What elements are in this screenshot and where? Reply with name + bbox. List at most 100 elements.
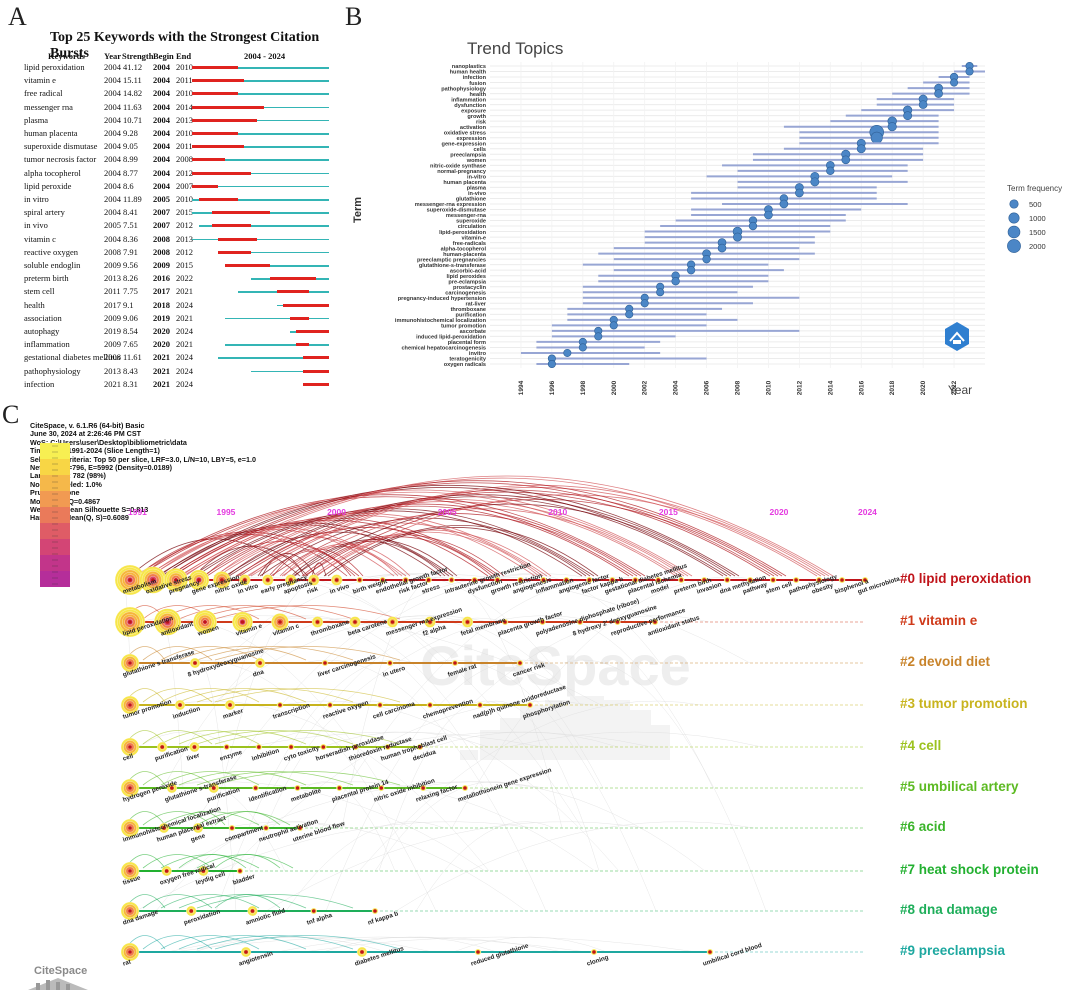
keyword-cell: reactive oxygen bbox=[24, 246, 79, 257]
citespace-logo: CiteSpace bbox=[28, 965, 88, 990]
info-line: Weighted Mean Silhouette S=0.813 bbox=[30, 505, 149, 515]
node-core bbox=[197, 578, 201, 582]
watermark-bar bbox=[460, 750, 478, 760]
node-core bbox=[518, 578, 523, 582]
year-label: 2005 bbox=[437, 507, 457, 517]
term-median-point bbox=[795, 188, 804, 198]
burst-row: lipid peroxidation 2004 41.12 2004 2010 bbox=[24, 59, 344, 76]
strength-cell: 9.56 bbox=[123, 260, 138, 270]
node-core bbox=[128, 786, 132, 790]
term-median-point bbox=[918, 100, 928, 109]
timeline-base bbox=[218, 251, 329, 254]
node-core bbox=[160, 745, 165, 749]
colorbar-segment bbox=[40, 555, 70, 571]
node-core bbox=[128, 578, 132, 582]
node-core bbox=[289, 745, 293, 749]
node-core bbox=[449, 578, 454, 582]
x-tick-label: 1998 bbox=[580, 380, 587, 395]
x-tick-label: 2018 bbox=[889, 380, 896, 395]
burst-bar bbox=[218, 237, 258, 241]
node-core bbox=[315, 620, 320, 624]
node-core bbox=[428, 703, 432, 707]
cluster-arc bbox=[214, 730, 401, 745]
faint-link bbox=[431, 731, 619, 748]
cluster-arc bbox=[196, 771, 354, 786]
term-median-point bbox=[671, 277, 680, 286]
node-core bbox=[189, 909, 194, 913]
faint-link bbox=[470, 615, 710, 706]
node-core bbox=[193, 661, 197, 665]
timeline-base bbox=[192, 146, 329, 148]
node-core bbox=[178, 703, 182, 707]
term-label: women bbox=[466, 158, 487, 164]
node-core bbox=[380, 578, 385, 582]
colorbar-segment bbox=[40, 571, 70, 587]
year-cell: 2021 bbox=[104, 378, 121, 389]
node-core bbox=[128, 703, 132, 707]
citation-arc bbox=[136, 531, 360, 577]
node-core bbox=[151, 578, 155, 582]
node-core bbox=[162, 826, 166, 830]
x-tick-label: 2016 bbox=[858, 380, 865, 395]
year-cell: 2013 bbox=[104, 273, 121, 284]
burst-rows: lipid peroxidation 2004 41.12 2004 2010 vitam… bbox=[24, 59, 344, 399]
end-cell: 2021 bbox=[176, 286, 193, 297]
node-core bbox=[337, 786, 342, 790]
burst-row: autophagy 2019 8.54 2020 2024 bbox=[24, 323, 344, 340]
year-label: 2020 bbox=[769, 507, 789, 517]
node-core bbox=[128, 950, 132, 954]
term-label: preeclamptic pregnancies bbox=[417, 257, 486, 263]
year-cell: 2017 bbox=[104, 299, 121, 310]
strength-cell: 11.89 bbox=[123, 194, 142, 204]
watermark-bar bbox=[480, 730, 502, 760]
cluster-arc bbox=[214, 935, 401, 950]
term-label: in-vivo bbox=[468, 191, 487, 197]
burst-bar bbox=[296, 330, 329, 333]
cluster-arc bbox=[160, 646, 260, 661]
x-tick-label: 1994 bbox=[518, 380, 525, 395]
faint-link bbox=[173, 659, 437, 912]
strength-cell: 10.71 bbox=[123, 114, 143, 125]
cluster-arc bbox=[178, 811, 226, 826]
burst-bar bbox=[192, 105, 264, 109]
year-colorbar bbox=[40, 443, 70, 587]
legend-circle bbox=[1007, 239, 1021, 253]
citation-arc bbox=[202, 503, 642, 577]
node-core bbox=[128, 620, 132, 624]
burst-row: health 2017 9.1 2018 2024 bbox=[24, 297, 344, 314]
strength-cell: 41.12 bbox=[123, 62, 143, 72]
node-core bbox=[615, 620, 620, 624]
faint-link bbox=[433, 659, 657, 912]
cluster-arc bbox=[160, 935, 260, 950]
node-core bbox=[453, 661, 457, 665]
year-label: 1991 bbox=[128, 507, 147, 517]
begin-cell: 2004 bbox=[153, 101, 170, 112]
burst-bar bbox=[302, 369, 329, 373]
faint-link bbox=[215, 659, 415, 912]
faint-link bbox=[339, 573, 751, 664]
begin-cell: 2021 bbox=[153, 378, 170, 389]
node-core bbox=[323, 661, 327, 665]
end-cell: 2024 bbox=[176, 365, 193, 376]
year-cell: 2004 bbox=[104, 62, 121, 72]
node-core bbox=[794, 578, 798, 582]
node-core bbox=[385, 745, 390, 749]
citation-arc bbox=[226, 531, 450, 577]
legend-label: 1500 bbox=[1029, 228, 1046, 237]
timeline-base bbox=[192, 172, 329, 175]
begin-cell: 2004 bbox=[153, 114, 170, 125]
node-core bbox=[278, 703, 282, 707]
node-core bbox=[528, 703, 532, 707]
term-median-point bbox=[640, 299, 649, 308]
node-core bbox=[817, 578, 821, 582]
burst-row: stem cell 2011 7.75 2017 2021 bbox=[24, 283, 344, 300]
strength-cell: 11.63 bbox=[123, 101, 142, 112]
info-line: June 30, 2024 at 2:26:46 PM CST bbox=[30, 429, 142, 439]
x-tick-label: 2006 bbox=[704, 380, 711, 395]
node-core bbox=[266, 578, 270, 582]
keyword-cell: preterm birth bbox=[24, 273, 69, 284]
citation-arc bbox=[323, 524, 599, 577]
term-label: nitric-oxide synthase bbox=[430, 164, 486, 170]
y-axis-label: Term bbox=[352, 197, 364, 223]
